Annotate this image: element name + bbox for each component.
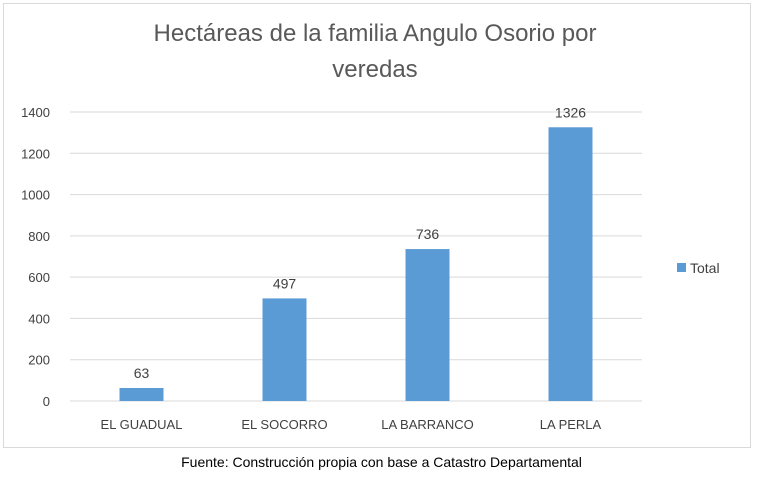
x-category-label: EL GUADUAL [101, 417, 183, 432]
y-tick-label: 200 [28, 353, 50, 368]
x-category-label: LA PERLA [540, 417, 602, 432]
bar [262, 298, 307, 401]
legend-label: Total [690, 260, 720, 276]
data-label: 736 [416, 226, 440, 242]
x-category-label: LA BARRANCO [381, 417, 473, 432]
data-labels: 63 497 736 1326 [134, 104, 587, 381]
x-category-label: EL SOCORRO [241, 417, 327, 432]
data-label: 497 [273, 275, 297, 291]
chart-frame [3, 3, 751, 448]
chart-title-line: veredas [332, 56, 417, 83]
gridlines [70, 111, 642, 402]
y-tick-label: 600 [28, 270, 50, 285]
y-tick-label: 1400 [21, 105, 50, 120]
y-tick-label: 800 [28, 229, 50, 244]
y-tick-label: 0 [43, 394, 50, 409]
bars [119, 127, 593, 402]
chart-title: Hectáreas de la familia Angulo Osorio po… [154, 20, 597, 83]
data-label: 1326 [555, 104, 586, 120]
legend-swatch [677, 263, 686, 272]
y-tick-label: 400 [28, 311, 50, 326]
bar [548, 127, 593, 402]
chart-title-line: Hectáreas de la familia Angulo Osorio po… [154, 20, 597, 47]
bar [405, 249, 450, 401]
figure-caption: Fuente: Construcción propia con base a C… [181, 454, 582, 470]
y-tick-label: 1200 [21, 146, 50, 161]
y-axis-ticks: 0 200 400 600 800 1000 1200 1400 [21, 105, 50, 409]
y-tick-label: 1000 [21, 188, 50, 203]
legend: Total [677, 260, 720, 276]
bar-chart: Hectáreas de la familia Angulo Osorio po… [21, 20, 720, 432]
bar [119, 387, 164, 401]
data-label: 63 [134, 365, 150, 381]
x-axis-categories: EL GUADUAL EL SOCORRO LA BARRANCO LA PERLA [101, 417, 602, 432]
